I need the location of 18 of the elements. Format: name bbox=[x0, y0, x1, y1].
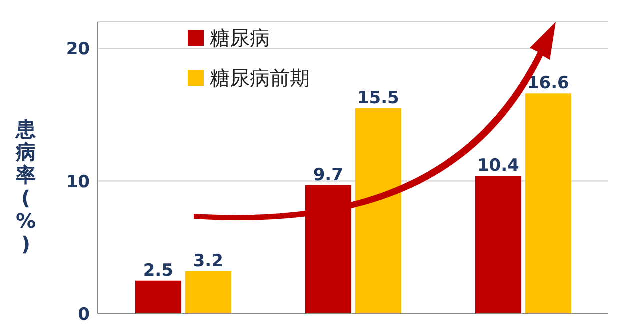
bar bbox=[135, 280, 182, 314]
data-label: 9.7 bbox=[313, 165, 344, 186]
data-label: 10.4 bbox=[477, 156, 520, 176]
bar bbox=[475, 176, 522, 314]
legend-label: 糖尿病 bbox=[210, 25, 270, 52]
bar bbox=[355, 108, 402, 314]
legend-label: 糖尿病前期 bbox=[210, 65, 310, 92]
y-tick-label: 10 bbox=[66, 172, 90, 192]
data-label: 15.5 bbox=[357, 88, 400, 108]
y-tick-label: 0 bbox=[78, 305, 90, 326]
y-tick-label: 20 bbox=[66, 40, 90, 60]
data-label: 3.2 bbox=[193, 252, 224, 272]
data-label: 16.6 bbox=[527, 74, 570, 94]
bar bbox=[305, 185, 352, 314]
data-label: 2.5 bbox=[143, 260, 174, 281]
bar bbox=[525, 94, 572, 314]
bar bbox=[185, 272, 232, 314]
y-axis-title: 患病率(%) bbox=[14, 117, 38, 256]
